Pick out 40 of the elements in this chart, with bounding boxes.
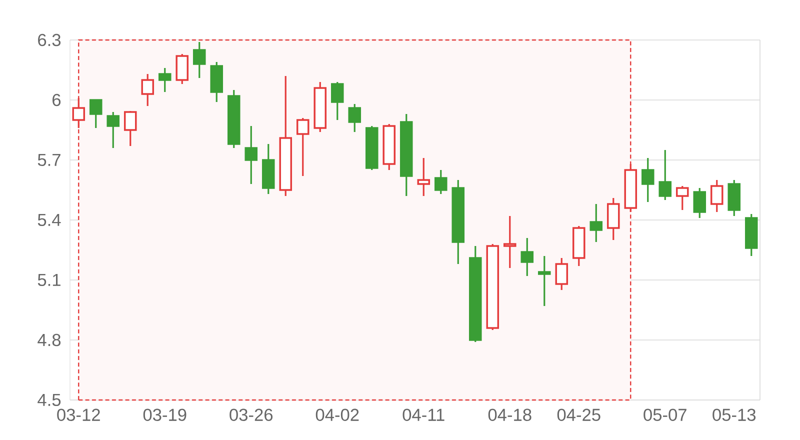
candlestick	[434, 169, 448, 195]
candlestick	[555, 257, 568, 291]
candlestick	[417, 157, 430, 197]
candlestick	[106, 111, 120, 149]
candlestick	[590, 203, 603, 243]
candlestick	[244, 125, 258, 185]
candlestick	[296, 117, 310, 177]
candlestick	[176, 53, 189, 85]
candlestick	[710, 179, 724, 213]
x-tick-label: 04-18	[488, 408, 532, 421]
y-tick-label: 6	[52, 94, 61, 106]
candlestick	[192, 41, 206, 79]
y-tick-label: 4.8	[38, 334, 61, 346]
candlestick	[606, 197, 620, 241]
candlestick	[89, 99, 102, 129]
x-tick-label: 03-12	[57, 408, 100, 421]
y-tick-label: 5.1	[38, 274, 60, 286]
candlestick	[641, 157, 654, 203]
candlestick	[124, 110, 137, 147]
candlestick	[676, 185, 689, 211]
x-tick-label: 05-07	[644, 408, 686, 421]
x-tick-label: 03-26	[230, 408, 273, 421]
candlestick	[503, 215, 516, 269]
y-tick-label: 4.5	[38, 394, 61, 406]
candlestick	[348, 103, 362, 133]
y-tick-label: 5.7	[38, 154, 60, 166]
candlestick	[693, 187, 706, 219]
candlestick	[330, 81, 344, 121]
x-tick-label: 04-25	[557, 408, 600, 421]
x-tick-label: 04-11	[402, 408, 444, 421]
candlestick	[158, 67, 172, 93]
x-tick-label: 03-19	[143, 408, 186, 421]
x-tick-label: 05-13	[712, 408, 756, 421]
candlestick	[538, 255, 551, 307]
y-tick-label: 6.3	[38, 34, 61, 46]
candlestick	[520, 237, 534, 277]
x-tick-label: 04-02	[316, 408, 359, 421]
y-tick-label: 5.4	[38, 214, 61, 226]
candlestick	[658, 149, 672, 201]
candlestick	[141, 73, 154, 107]
